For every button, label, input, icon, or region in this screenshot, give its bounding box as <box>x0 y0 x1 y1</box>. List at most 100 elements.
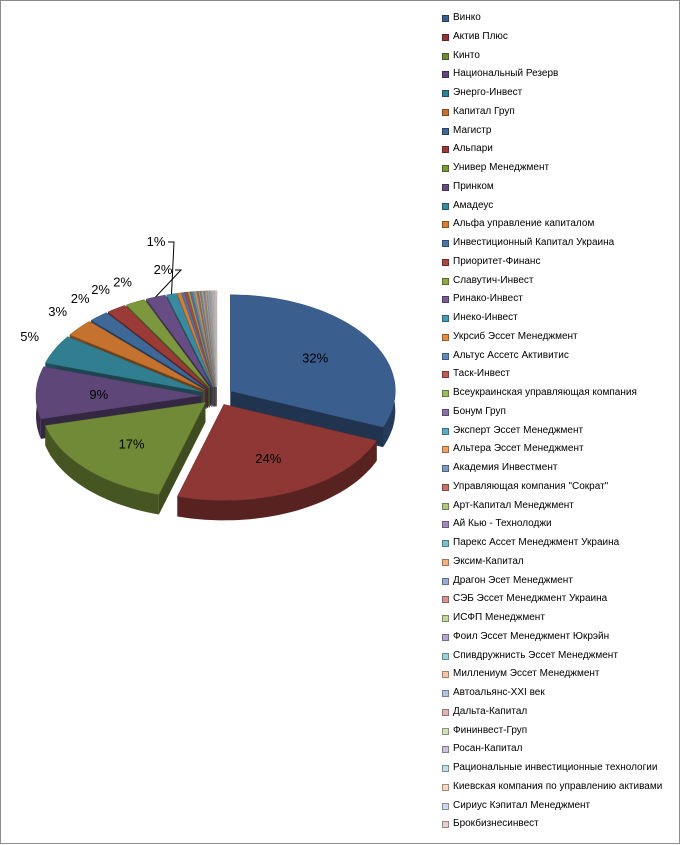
pie-slice <box>90 312 207 390</box>
legend-item: Ай Кью - Технолоджи <box>442 515 677 534</box>
legend-label: Славутич-Инвест <box>453 274 534 286</box>
legend: Винко Актив Плюс Кинто Национальный Резерв Э… <box>442 9 677 834</box>
legend-label: Управляющая компания "Сократ" <box>453 480 609 492</box>
legend-swatch <box>442 221 449 229</box>
legend-item: Актив Плюс <box>442 28 677 47</box>
legend-swatch <box>442 502 449 510</box>
pie-slice <box>184 291 215 387</box>
legend-label: Фининвест-Груп <box>453 724 528 736</box>
legend-item: Парекс Ассет Менеджмент Украина <box>442 534 677 553</box>
legend-label: Автоальянс-XXI век <box>453 687 545 698</box>
legend-swatch <box>442 296 449 304</box>
legend-item: Славутич-Инвест <box>442 272 677 291</box>
legend-item: ИСФП Менеджмент <box>442 609 677 628</box>
legend-swatch <box>442 15 449 22</box>
legend-swatch <box>442 465 449 472</box>
legend-swatch <box>442 165 449 172</box>
legend-label: СЭБ Эссет Менеджмент Украина <box>453 593 608 605</box>
pie-slice <box>216 290 218 387</box>
slice-label: 32% <box>302 351 328 366</box>
legend-swatch <box>442 71 449 79</box>
legend-swatch <box>442 33 449 41</box>
legend-item: Кинто <box>442 47 677 66</box>
legend-label: Фоил Эссет Менеджмент Юкрэйн <box>453 630 610 642</box>
legend-label: Академия Инвестмент <box>453 462 558 473</box>
slice-label: 2% <box>91 282 110 297</box>
legend-item: Магистр <box>442 122 677 141</box>
pie-slice <box>177 404 378 501</box>
legend-item: Фоил Эссет Менеджмент Юкрэйн <box>442 628 677 647</box>
legend-item: Дальта-Капитал <box>442 703 677 722</box>
legend-swatch <box>442 746 449 754</box>
legend-item: Винко <box>442 9 677 28</box>
legend-swatch <box>442 371 449 379</box>
legend-label: Рациональные инвестиционные технологии <box>453 762 658 773</box>
pie-slice <box>69 321 205 391</box>
legend-swatch <box>442 483 449 491</box>
legend-swatch <box>442 427 449 435</box>
slice-label: 17% <box>119 437 145 452</box>
legend-swatch <box>442 558 449 566</box>
legend-swatch <box>442 202 449 210</box>
pie-slice <box>230 294 396 428</box>
legend-label: Киевская компания по управлению активами <box>453 780 663 792</box>
slice-label: 9% <box>89 387 108 402</box>
legend-swatch <box>442 783 449 791</box>
legend-label: Миллениум Эссет Менеджмент <box>453 668 600 680</box>
legend-label: Сириус Кэпитал Менеджмент <box>453 799 591 811</box>
legend-label: Инвестиционный Капитал Украина <box>453 237 615 248</box>
legend-label: Альтус Ассетс Активитис <box>453 349 569 361</box>
legend-label: Актив Плюс <box>453 30 508 42</box>
legend-swatch <box>442 708 449 716</box>
legend-label: Принком <box>453 180 494 192</box>
legend-item: Принком <box>442 178 677 197</box>
legend-label: Росан-Капитал <box>453 743 523 755</box>
legend-swatch <box>442 633 449 641</box>
slice-label: 24% <box>255 451 281 466</box>
legend-label: Драгон Эсет Менеджмент <box>453 574 573 586</box>
legend-item: Драгон Эсет Менеджмент <box>442 572 677 591</box>
legend-item: Альтус Ассетс Активитис <box>442 347 677 366</box>
legend-item: Управляющая компания "Сократ" <box>442 478 677 497</box>
legend-swatch <box>442 615 449 622</box>
legend-swatch <box>442 802 449 810</box>
legend-label: Энерго-Инвест <box>453 87 523 98</box>
legend-swatch <box>442 240 449 247</box>
legend-item: Укрсиб Эссет Менеджмент <box>442 328 677 347</box>
legend-item: Всеукраинская управляющая компания <box>442 384 677 403</box>
legend-item: Эксим-Капитал <box>442 553 677 572</box>
legend-swatch <box>442 596 449 604</box>
legend-item: Приоритет-Финанс <box>442 253 677 272</box>
legend-item: СЭБ Эссет Менеджмент Украина <box>442 590 677 609</box>
legend-label: Альпари <box>453 143 493 155</box>
legend-item: Альпари <box>442 140 677 159</box>
legend-swatch <box>442 108 449 116</box>
legend-item: Инвестиционный Капитал Украина <box>442 234 677 253</box>
legend-swatch <box>442 821 449 829</box>
pie-slice <box>35 366 202 420</box>
legend-swatch <box>442 765 449 772</box>
legend-item: Амадеус <box>442 197 677 216</box>
pie-slice <box>125 299 211 388</box>
legend-label: Парекс Ассет Менеджмент Украина <box>453 537 620 548</box>
slice-label: 3% <box>48 304 67 319</box>
legend-label: Приоритет-Финанс <box>453 255 541 267</box>
legend-label: Национальный Резерв <box>453 68 559 80</box>
legend-swatch <box>442 90 449 97</box>
legend-item: Росан-Капитал <box>442 740 677 759</box>
legend-label: Всеукраинская управляющая компания <box>453 387 637 398</box>
legend-item: Альтера Эссет Менеджмент <box>442 440 677 459</box>
legend-item: Миллениум Эссет Менеджмент <box>442 665 677 684</box>
pie-slice <box>45 336 203 393</box>
legend-item: Энерго-Инвест <box>442 84 677 103</box>
legend-swatch <box>442 408 449 416</box>
legend-item: Капитал Груп <box>442 103 677 122</box>
slice-label: 1% <box>147 234 166 249</box>
legend-label: Альфа управление капиталом <box>453 218 595 230</box>
legend-label: Спивдружнисть Эссет Менеджмент <box>453 649 618 661</box>
slice-label: 2% <box>71 291 90 306</box>
legend-item: Сириус Кэпитал Менеджмент <box>442 797 677 816</box>
legend-label: Эксим-Капитал <box>453 555 524 567</box>
legend-label: Кинто <box>453 49 480 61</box>
legend-swatch <box>442 52 449 60</box>
